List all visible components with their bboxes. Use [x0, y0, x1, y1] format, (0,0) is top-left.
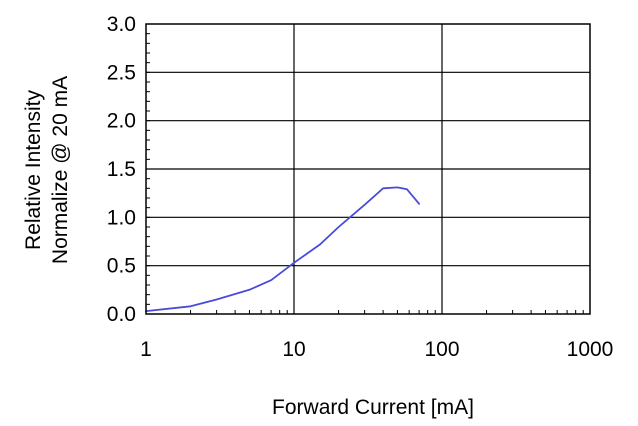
y-tick-label: 1.0: [107, 206, 136, 229]
y-tick-label: 0.0: [107, 303, 136, 326]
plot-area-frame: [145, 23, 591, 315]
y-tick-label: 2.5: [107, 61, 136, 84]
x-tick-label: 10: [282, 338, 305, 361]
grid: [146, 24, 590, 314]
x-tick-label: 100: [424, 338, 459, 361]
y-tick-label: 1.5: [107, 158, 136, 181]
x-axis-title: Forward Current [mA]: [272, 396, 474, 419]
x-tick-label: 1: [140, 338, 152, 361]
y-axis-title-line-1: Relative Intensity: [22, 90, 45, 250]
y-tick-label: 2.0: [107, 110, 136, 133]
y-axis-title-line-2: Normalize @ 20 mA: [49, 76, 72, 264]
tick-labels: 0.0 0.5 1.0 1.5 2.0 2.5 3.0 1 10 100 1000: [107, 13, 614, 361]
y-tick-label: 3.0: [107, 13, 136, 36]
y-tick-label: 0.5: [107, 255, 136, 278]
series-layer: [145, 186, 421, 313]
x-tick-label: 1000: [567, 338, 614, 361]
series-line: [145, 186, 421, 313]
